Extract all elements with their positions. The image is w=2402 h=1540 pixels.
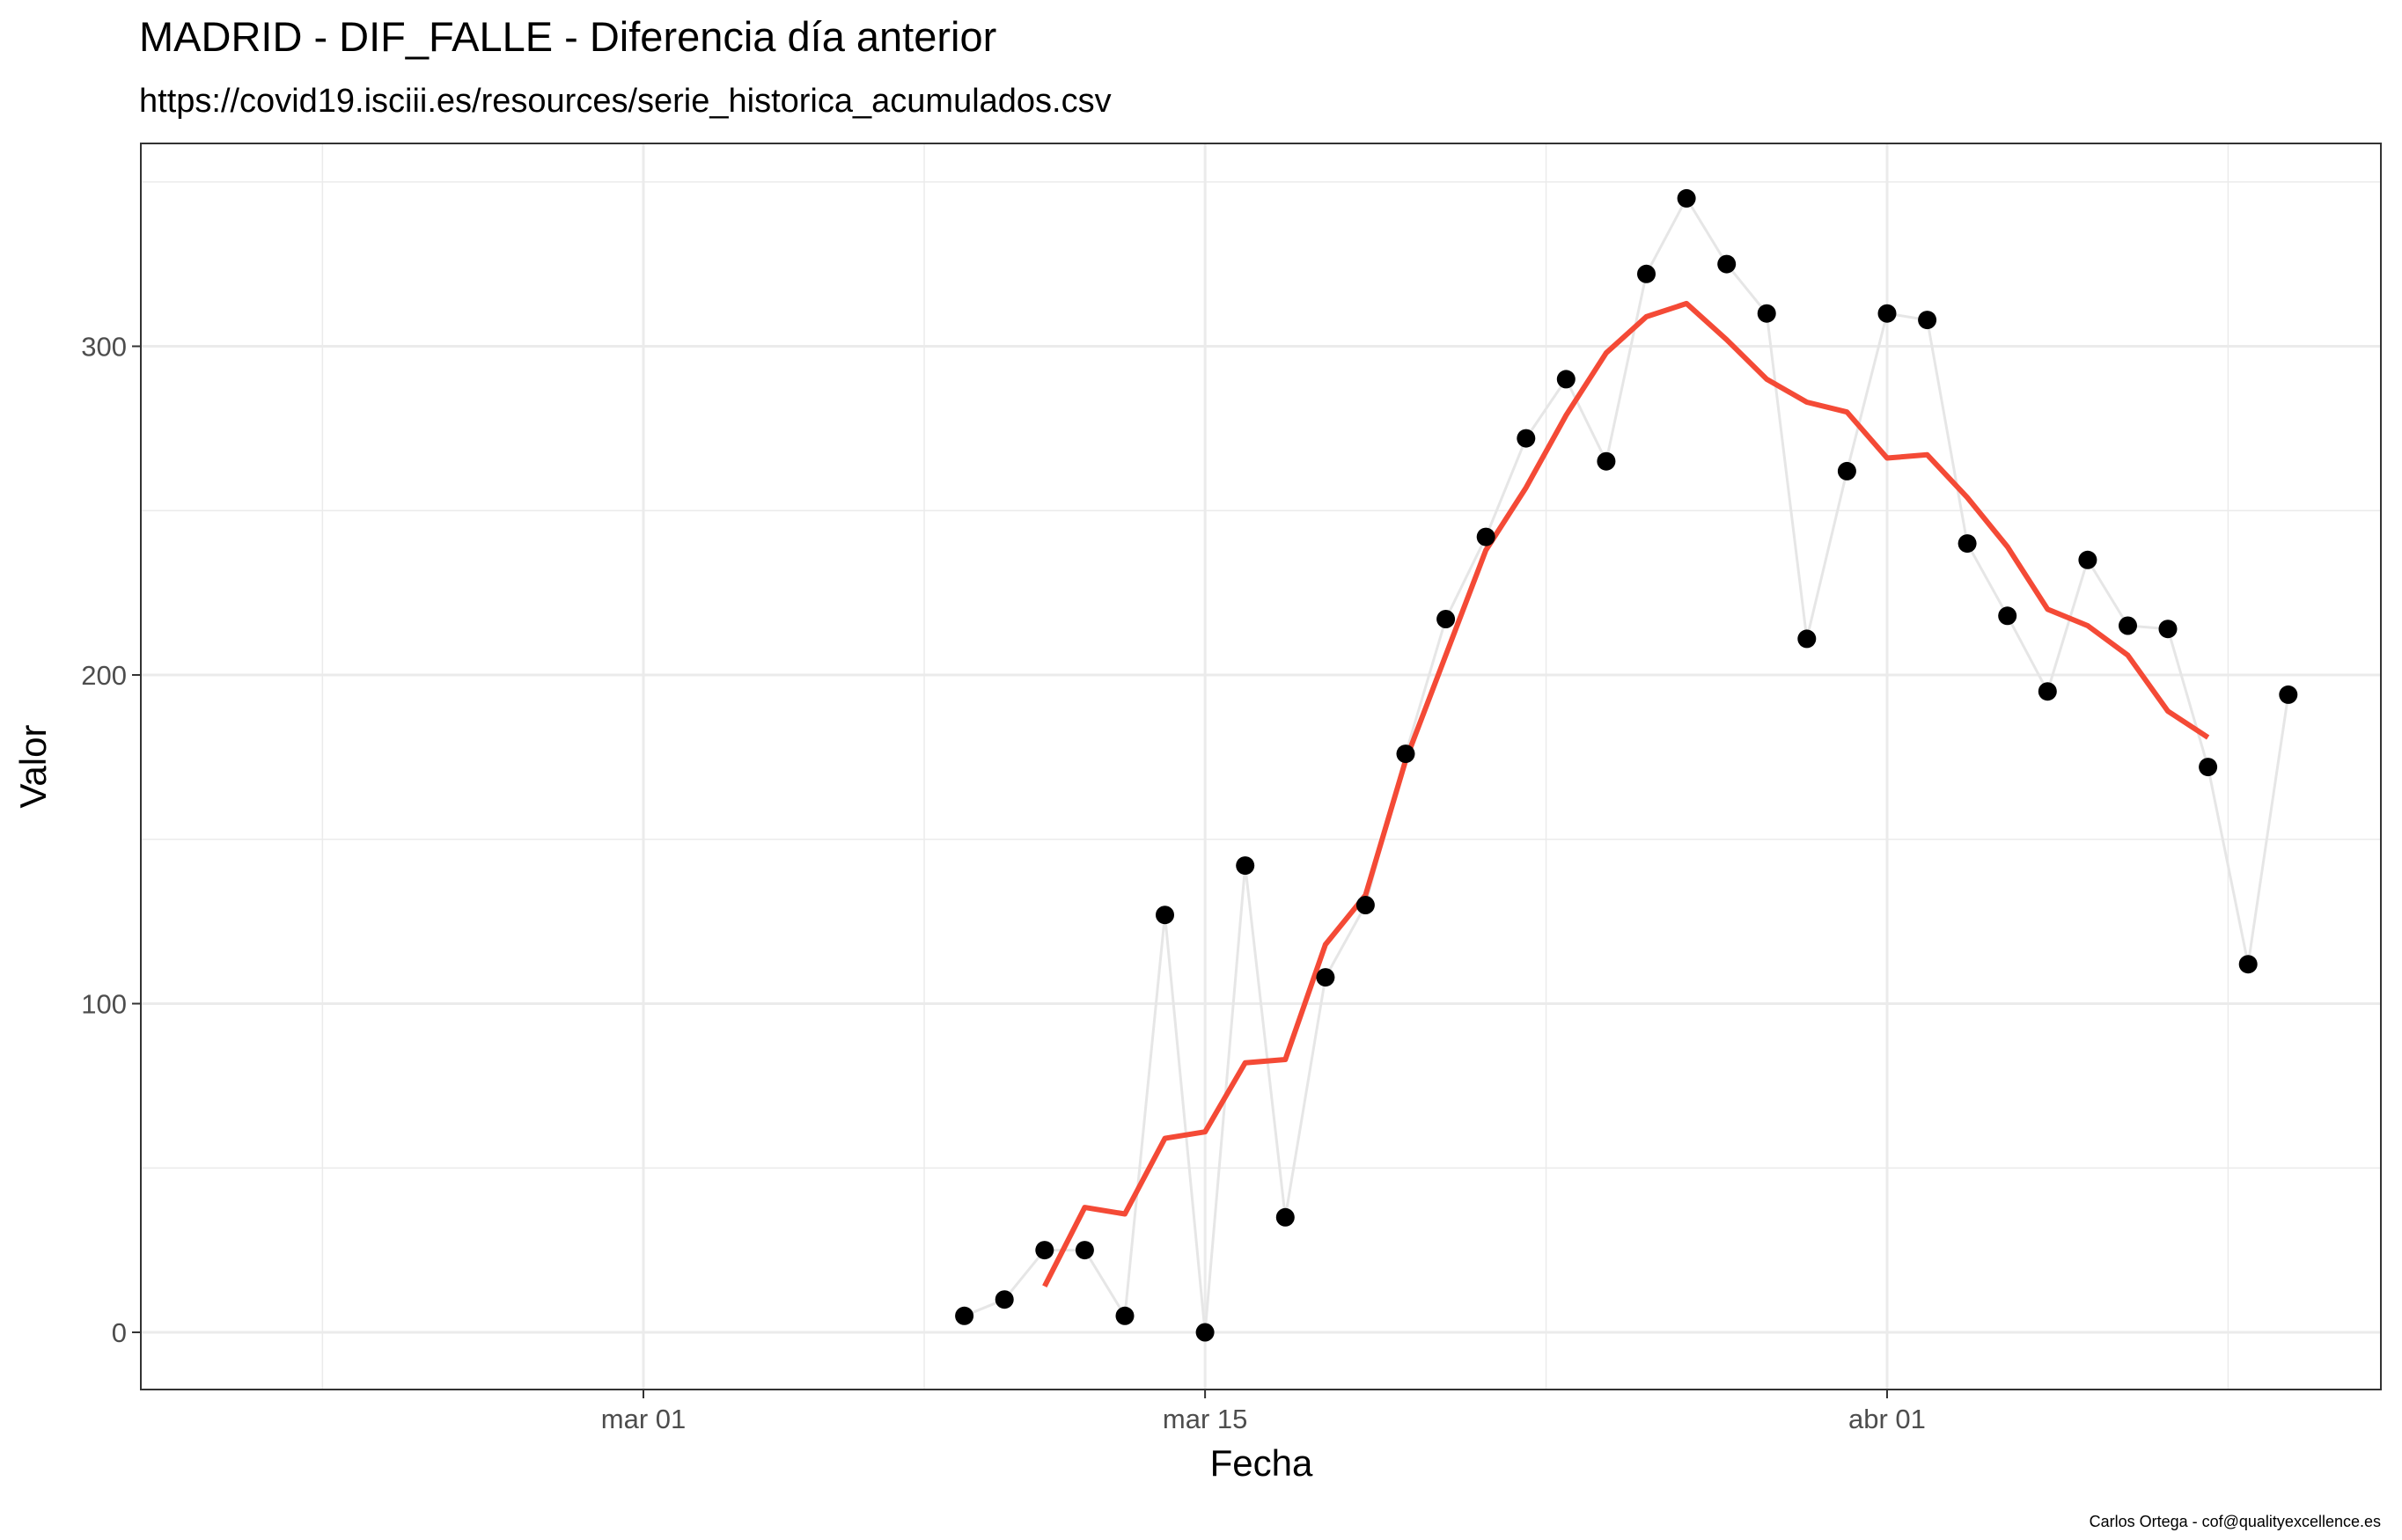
data-point [1476,527,1495,546]
data-point [1115,1306,1135,1325]
moving-average-line [1042,300,2210,1288]
data-point [1998,606,2017,626]
data-point [2279,685,2298,704]
grid [141,143,2381,1390]
x-tick-label: abr 01 [1848,1404,1926,1434]
x-tick-label: mar 01 [601,1404,686,1434]
data-point [1918,311,1937,330]
data-point [1556,370,1576,389]
data-point [1075,1241,1094,1260]
y-tick-label: 300 [81,332,127,363]
data-point [2238,955,2258,974]
data-point [1677,188,1696,208]
data-point [1195,1323,1215,1342]
x-axis-title: Fecha [1210,1442,1313,1484]
data-point [1236,856,1255,876]
data-point [1877,304,1897,323]
chart-subtitle: https://covid19.isciii.es/resources/seri… [139,83,1112,120]
data-point [1275,1207,1295,1227]
data-point [2038,682,2057,701]
data-point [1355,896,1375,914]
y-axis-title: Valor [12,725,54,809]
data-point [2078,550,2097,569]
data-point [1316,968,1335,987]
data-points [955,188,2298,1342]
y-tick-label: 100 [81,989,127,1020]
data-point [1757,304,1776,323]
data-point [1797,629,1817,649]
data-point [1156,906,1174,925]
data-point [1958,534,1977,554]
data-point [1717,254,1737,274]
daily-series [964,195,2290,1333]
data-point [1517,429,1536,448]
data-point [1637,264,1656,283]
data-point [955,1306,974,1325]
chart-title: MADRID - DIF_FALLE - Diferencia día ante… [139,13,996,60]
data-point [995,1290,1014,1309]
data-point [1035,1241,1054,1260]
panel-border [140,143,2382,1390]
data-point [2199,758,2218,777]
axis-ticks: 0 100 200 300 mar 01 mar 15 abr 01 [81,332,1926,1435]
x-tick-label: mar 15 [1163,1404,1247,1434]
data-point [1396,744,1415,764]
daily-line [964,195,2290,1333]
moving-average-series [1042,300,2210,1288]
data-point [1436,610,1456,628]
chart-caption: Carlos Ortega - cof@qualityexcellence.es [2090,1513,2381,1530]
data-point [2119,616,2137,635]
data-point [2158,620,2178,639]
data-point [1837,461,1856,480]
y-tick-label: 200 [81,660,127,691]
data-point [1597,451,1616,471]
y-tick-label: 0 [112,1317,127,1348]
